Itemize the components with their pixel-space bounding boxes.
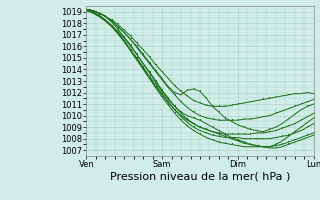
X-axis label: Pression niveau de la mer( hPa ): Pression niveau de la mer( hPa ) xyxy=(110,172,290,182)
